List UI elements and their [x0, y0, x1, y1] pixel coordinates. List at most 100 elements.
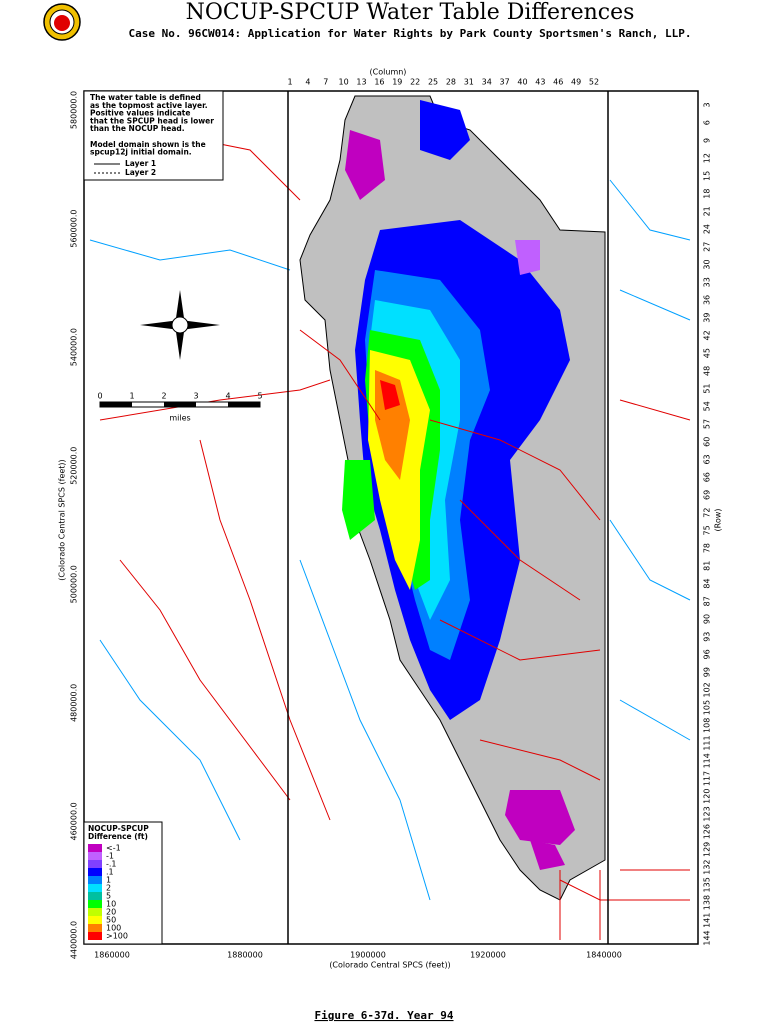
row-label: 93 — [703, 632, 712, 642]
column-label: 25 — [428, 78, 438, 87]
legend-label: -1 — [106, 852, 114, 861]
zone — [380, 380, 400, 410]
column-label: 34 — [482, 78, 492, 87]
column-label: 28 — [446, 78, 456, 87]
legend-label: 20 — [106, 908, 116, 917]
column-label: 13 — [356, 78, 366, 87]
note-line: as the topmost active layer. — [90, 101, 208, 110]
row-label: 27 — [703, 242, 712, 252]
logo-apple — [54, 15, 70, 31]
column-label: 1 — [287, 78, 292, 87]
legend-swatch — [88, 844, 102, 852]
row-label: 69 — [703, 490, 712, 500]
scale-bar — [164, 402, 196, 407]
note-line: Positive values indicate — [90, 109, 190, 118]
row-label: 48 — [703, 366, 712, 376]
x-label: 1920000 — [470, 951, 506, 960]
legend-label: 1 — [106, 876, 111, 885]
y-axis-title: (Colorado Central SPCS (feet)) — [58, 459, 67, 580]
row-label: 24 — [703, 224, 712, 234]
row-label: 126 — [703, 824, 712, 839]
legend-swatch — [88, 900, 102, 908]
column-label: 40 — [517, 78, 527, 87]
scale-tick: 4 — [225, 392, 230, 401]
x-label: 1880000 — [227, 951, 263, 960]
legend-swatch — [88, 916, 102, 924]
zone — [530, 840, 565, 870]
legend-swatch — [88, 908, 102, 916]
legend-label: <-1 — [106, 844, 121, 853]
column-label: 49 — [571, 78, 581, 87]
legend-label: 2 — [106, 884, 111, 893]
zone — [515, 240, 540, 275]
zone — [505, 790, 575, 845]
note-line: Model domain shown is the — [90, 140, 206, 149]
row-label: 15 — [703, 171, 712, 181]
note-line: spcup12j initial domain. — [90, 148, 192, 157]
row-label: 90 — [703, 614, 712, 624]
row-label: 117 — [703, 771, 712, 786]
scale-tick: 0 — [97, 392, 102, 401]
legend-label: 5 — [106, 892, 111, 901]
row-label: 144 — [703, 930, 712, 945]
legend-swatch — [88, 924, 102, 932]
map-content — [89, 95, 691, 940]
layer-label: Layer 2 — [125, 168, 156, 177]
note-box — [83, 90, 224, 181]
scale-bar — [100, 402, 132, 407]
row-label: 36 — [703, 295, 712, 305]
row-label: 54 — [703, 401, 712, 411]
row-label: 135 — [703, 877, 712, 892]
legend-title: NOCUP-SPCUP — [88, 824, 149, 833]
row-label: 111 — [703, 735, 712, 750]
row-label: 57 — [703, 419, 712, 429]
column-label: 7 — [323, 78, 328, 87]
row-label: 45 — [703, 348, 712, 358]
legend-label: .1 — [106, 868, 114, 877]
legend-swatch — [88, 876, 102, 884]
row-label: 87 — [703, 596, 712, 606]
column-label: 52 — [589, 78, 599, 87]
column-label: 4 — [305, 78, 310, 87]
row-label: 129 — [703, 842, 712, 857]
legend-swatch — [88, 868, 102, 876]
legend-label: >100 — [106, 932, 128, 941]
row-label: 66 — [703, 472, 712, 482]
row-label: 81 — [703, 561, 712, 571]
x-axis-title: (Colorado Central SPCS (feet)) — [329, 961, 450, 970]
row-label: 96 — [703, 649, 712, 659]
row-label: 6 — [703, 120, 712, 125]
column-label: 19 — [392, 78, 402, 87]
note-line: that the SPCUP head is lower — [90, 116, 214, 125]
row-label: 60 — [703, 437, 712, 447]
scale-tick: 2 — [161, 392, 166, 401]
row-label: 12 — [703, 153, 712, 163]
row-label: 30 — [703, 259, 712, 269]
y-label: 580000.0 — [70, 91, 79, 129]
row-label: 3 — [703, 102, 712, 107]
scale: 0 1 2 3 4 5 — [97, 392, 262, 401]
stream — [89, 179, 691, 901]
row-label: 18 — [703, 189, 712, 199]
legend-swatch — [88, 884, 102, 892]
caption: Figure 6-37d. Year 94 — [314, 1009, 453, 1022]
scale-tick: 1 — [129, 392, 134, 401]
road — [99, 129, 691, 940]
zone — [420, 100, 470, 160]
legend-swatch — [88, 892, 102, 900]
scale-tick: 5 — [257, 392, 262, 401]
row-label: 114 — [703, 753, 712, 768]
zone — [345, 130, 385, 200]
row-label: 138 — [703, 895, 712, 910]
zone — [342, 460, 375, 540]
row-title: (Row) — [714, 509, 723, 532]
row-label: 33 — [703, 277, 712, 287]
row-label: 75 — [703, 525, 712, 535]
row-label: 132 — [703, 859, 712, 874]
y-label: 480000.0 — [70, 684, 79, 722]
column-label: 37 — [499, 78, 509, 87]
y-label: 520000.0 — [70, 447, 79, 485]
scale-tick: 3 — [193, 392, 198, 401]
